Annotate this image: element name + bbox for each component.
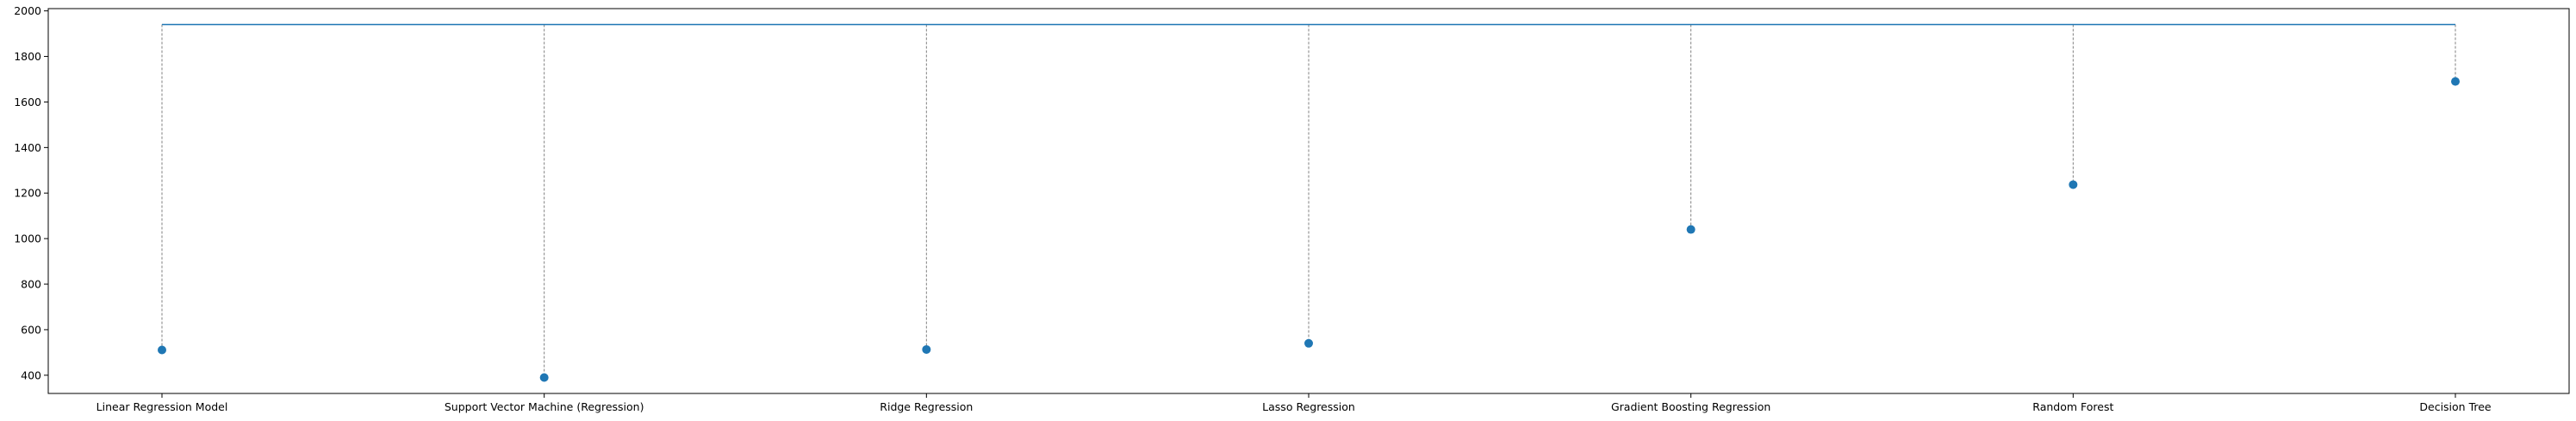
- x-tick-label: Support Vector Machine (Regression): [445, 400, 644, 413]
- x-tick-label: Lasso Regression: [1262, 400, 1355, 413]
- x-axis: Linear Regression Model Support Vector Ma…: [96, 393, 2492, 413]
- y-axis: 400 600 800 1000 1200 1400 1600 1800 2000: [14, 4, 48, 381]
- y-tick-label: 1000: [14, 232, 41, 245]
- data-point: [1686, 225, 1696, 234]
- x-tick-label: Linear Regression Model: [96, 400, 228, 413]
- data-point: [539, 373, 549, 382]
- stem-lines: [161, 24, 2456, 378]
- y-tick-label: 1200: [14, 187, 41, 200]
- y-tick-label: 2000: [14, 4, 41, 17]
- data-point: [2451, 77, 2460, 86]
- x-tick-label: Decision Tree: [2419, 400, 2492, 413]
- y-tick-label: 1400: [14, 141, 41, 154]
- data-point: [1304, 338, 1313, 348]
- y-tick-label: 1600: [14, 96, 41, 108]
- y-tick-label: 400: [21, 368, 41, 381]
- data-points: [158, 77, 2460, 382]
- y-tick-label: 1800: [14, 50, 41, 63]
- x-tick-label: Random Forest: [2032, 400, 2113, 413]
- x-tick-label: Gradient Boosting Regression: [1611, 400, 1770, 413]
- data-point: [158, 345, 166, 355]
- x-tick-label: Ridge Regression: [880, 400, 973, 413]
- y-tick-label: 800: [21, 278, 41, 291]
- y-tick-label: 600: [21, 323, 41, 336]
- data-point: [2069, 180, 2078, 189]
- data-point: [922, 344, 931, 354]
